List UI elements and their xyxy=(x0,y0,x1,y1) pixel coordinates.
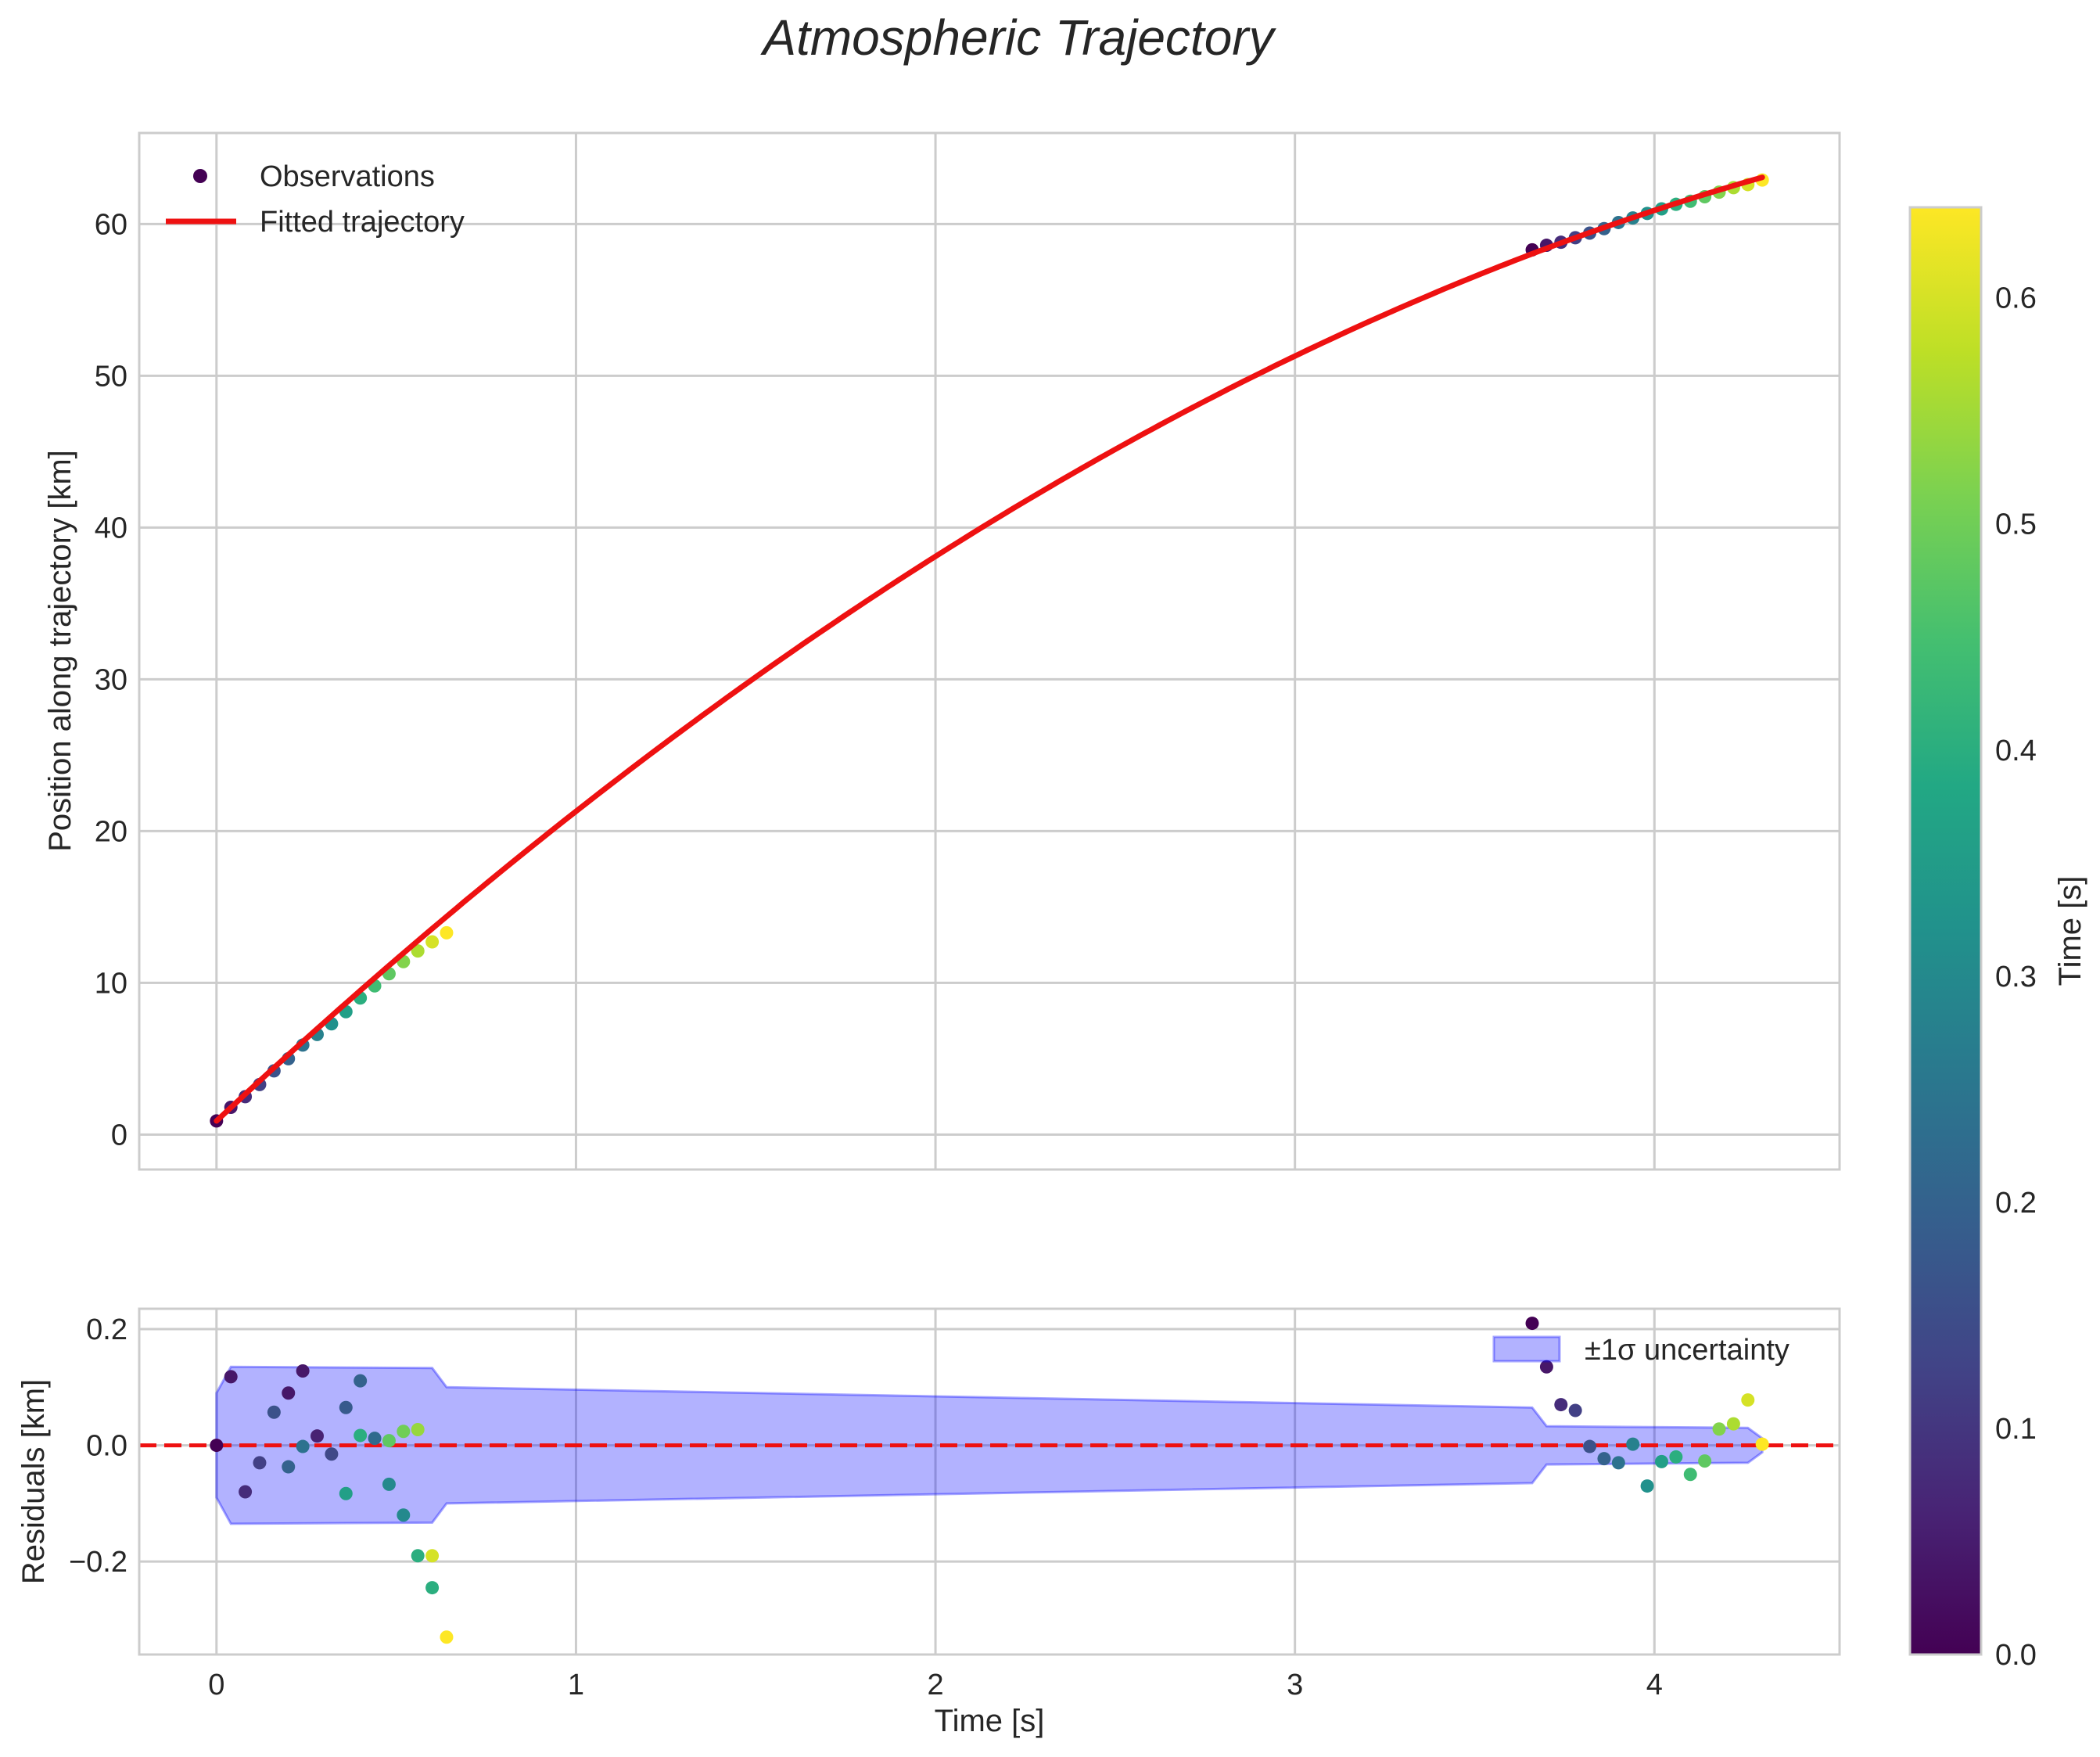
residual-point xyxy=(253,1456,267,1470)
residual-point xyxy=(1755,1437,1769,1451)
residual-point xyxy=(239,1485,253,1499)
position-grid xyxy=(139,133,1840,1170)
colorbar-tick-label: 0.3 xyxy=(1995,961,2037,993)
residual-point xyxy=(1669,1450,1683,1464)
chart-title: Atmospheric Trajectory xyxy=(759,9,1276,66)
observation-point xyxy=(425,935,440,949)
residual-point xyxy=(1712,1422,1726,1436)
position-y-tick-label: 50 xyxy=(95,360,127,393)
residuals-frame xyxy=(138,1307,1841,1656)
residual-point xyxy=(296,1439,310,1453)
residual-point xyxy=(296,1364,310,1378)
residual-point xyxy=(382,1434,396,1448)
residual-point xyxy=(354,1428,368,1443)
residual-point xyxy=(282,1386,296,1400)
x-axis-ticks: 0 1 2 3 4 xyxy=(208,1669,1663,1701)
colorbar: 0.0 0.1 0.2 0.3 0.4 0.5 0.6 Time [s] xyxy=(1908,206,2087,1672)
residual-point xyxy=(1539,1360,1553,1374)
position-y-tick-label: 30 xyxy=(95,663,127,696)
residual-point xyxy=(339,1400,353,1414)
observation-point xyxy=(411,944,425,958)
residual-point xyxy=(368,1432,382,1446)
position-frame xyxy=(138,131,1841,1171)
residuals-plot-area xyxy=(139,1309,1840,1655)
residual-point xyxy=(425,1581,440,1595)
residual-point xyxy=(325,1447,339,1461)
legend-uncertainty-label: ±1σ uncertainty xyxy=(1585,1334,1789,1367)
residual-point xyxy=(224,1370,238,1384)
residual-point xyxy=(1568,1403,1582,1417)
residual-points xyxy=(210,1317,1769,1644)
residual-point xyxy=(411,1423,425,1437)
residual-point xyxy=(267,1405,281,1419)
residual-point xyxy=(1554,1398,1568,1412)
residual-point xyxy=(1583,1439,1597,1453)
position-y-tick-label: 40 xyxy=(95,512,127,544)
colorbar-gradient xyxy=(1908,206,1983,1656)
residuals-y-tick-label: 0.2 xyxy=(86,1313,127,1346)
residual-point xyxy=(1654,1454,1668,1468)
residual-point xyxy=(1597,1452,1611,1466)
residual-point xyxy=(1626,1437,1640,1451)
fitted-trajectory-line xyxy=(214,174,1765,1124)
residual-point xyxy=(382,1477,396,1491)
residual-point xyxy=(282,1460,296,1474)
position-y-ticks: 0 10 20 30 40 50 60 xyxy=(95,208,127,1152)
colorbar-tick-label: 0.6 xyxy=(1995,282,2037,315)
residuals-y-tick-label: −0.2 xyxy=(69,1546,127,1579)
colorbar-label: Time [s] xyxy=(2053,876,2087,986)
observation-point xyxy=(440,925,454,940)
colorbar-tick-label: 0.1 xyxy=(1995,1413,2037,1446)
residuals-y-axis-label: Residuals [km] xyxy=(16,1379,51,1584)
colorbar-tick-label: 0.4 xyxy=(1995,735,2037,767)
x-tick-label: 1 xyxy=(568,1669,584,1701)
residual-point xyxy=(397,1508,411,1522)
residual-point xyxy=(425,1549,440,1563)
residual-point xyxy=(210,1439,224,1453)
x-tick-label: 4 xyxy=(1646,1669,1663,1701)
legend-observations-marker xyxy=(193,169,207,183)
residual-point xyxy=(339,1486,353,1500)
residual-point xyxy=(354,1374,368,1388)
residual-point xyxy=(1741,1393,1755,1407)
position-panel: 0 10 20 30 40 50 60 Position along trajectory … xyxy=(43,131,1841,1171)
residuals-y-tick-label: 0.0 xyxy=(86,1430,127,1463)
colorbar-tick-label: 0.2 xyxy=(1995,1187,2037,1220)
residual-point xyxy=(1726,1417,1740,1431)
residual-point xyxy=(1683,1468,1697,1482)
residual-point xyxy=(411,1549,425,1563)
residual-point xyxy=(311,1429,325,1443)
position-y-tick-label: 0 xyxy=(111,1119,127,1152)
position-legend: Observations Fitted trajectory xyxy=(166,160,465,239)
x-tick-label: 3 xyxy=(1287,1669,1303,1701)
legend-fit-label: Fitted trajectory xyxy=(260,206,465,239)
residual-point xyxy=(440,1630,454,1644)
uncertainty-band xyxy=(215,1365,1764,1525)
colorbar-tick-label: 0.5 xyxy=(1995,508,2037,541)
colorbar-ticks: 0.0 0.1 0.2 0.3 0.4 0.5 0.6 xyxy=(1995,282,2037,1672)
x-tick-label: 2 xyxy=(927,1669,943,1701)
position-y-axis-label: Position along trajectory [km] xyxy=(43,450,77,852)
legend-observations-label: Observations xyxy=(260,160,435,193)
residual-point xyxy=(1698,1454,1712,1468)
residual-point xyxy=(397,1425,411,1439)
position-plot-area xyxy=(139,133,1840,1170)
colorbar-tick-label: 0.0 xyxy=(1995,1639,2037,1672)
residuals-y-ticks: −0.2 0.0 0.2 xyxy=(69,1313,127,1579)
residual-point xyxy=(1525,1317,1539,1331)
residuals-legend: ±1σ uncertainty xyxy=(1492,1334,1789,1367)
position-y-tick-label: 60 xyxy=(95,208,127,241)
x-tick-label: 0 xyxy=(208,1669,224,1701)
position-y-tick-label: 10 xyxy=(95,967,127,1000)
residual-point xyxy=(1640,1479,1654,1493)
position-y-tick-label: 20 xyxy=(95,815,127,848)
residuals-panel: −0.2 0.0 0.2 Residuals [km] 0 1 2 3 4 Time [s]… xyxy=(16,1307,1841,1738)
residual-point xyxy=(1611,1456,1625,1470)
legend-uncertainty-swatch xyxy=(1492,1335,1561,1363)
x-axis-label: Time [s] xyxy=(935,1704,1045,1738)
